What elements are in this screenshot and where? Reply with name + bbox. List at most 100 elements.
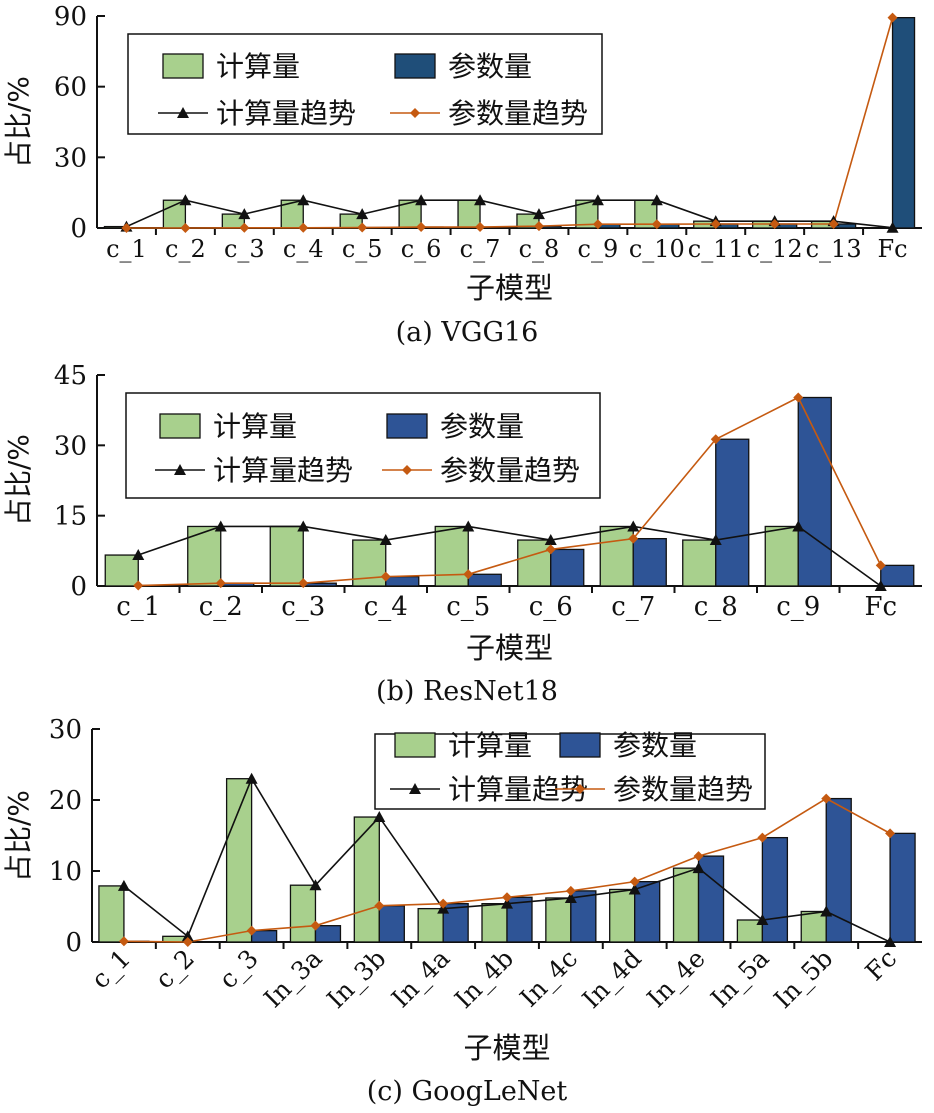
- compute-bar: [764, 525, 799, 587]
- x-tick-label: c_3: [224, 235, 265, 263]
- compute-trend-point: [309, 879, 322, 891]
- y-tick-label: 30: [54, 431, 87, 461]
- param-bar: [442, 903, 469, 943]
- param-bar: [797, 396, 832, 587]
- param-trend-point: [246, 925, 257, 936]
- x-tick-label: c_7: [611, 592, 655, 622]
- param-trend-point: [416, 222, 427, 233]
- x-axis-title: 子模型: [463, 1031, 550, 1065]
- x-tick-label: In_3b: [321, 944, 391, 1014]
- x-tick-label: c_9: [776, 592, 820, 622]
- x-tick-label: c_6: [529, 592, 573, 622]
- compute-trend-point: [474, 194, 487, 206]
- compute-bar: [672, 867, 700, 943]
- x-tick-label: c_9: [578, 235, 619, 263]
- param-bar: [506, 896, 533, 943]
- y-tick-label: 60: [54, 73, 87, 103]
- compute-trend-point: [627, 520, 640, 532]
- legend-swatch-param: [559, 732, 601, 758]
- legend-swatch-compute: [159, 413, 201, 439]
- param-trend-point: [769, 218, 780, 229]
- param-trend-line: [126, 17, 894, 229]
- legend-marker-param: [575, 784, 585, 794]
- compute-bar: [517, 539, 552, 587]
- param-bar: [697, 855, 725, 943]
- param-trend-point: [875, 560, 886, 571]
- compute-trend-point: [591, 194, 604, 206]
- compute-trend-point: [820, 905, 833, 917]
- compute-trend-point: [132, 549, 145, 561]
- x-tick-label: c_3: [281, 592, 325, 622]
- compute-trend-point: [238, 208, 251, 220]
- legend-label: 参数量: [613, 729, 697, 762]
- param-bar: [550, 548, 585, 587]
- param-bar: [302, 582, 337, 587]
- y-axis-title: 占比/%: [2, 790, 35, 882]
- compute-trend-point: [179, 194, 192, 206]
- param-trend-point: [239, 222, 250, 233]
- compute-trend-line: [137, 525, 882, 587]
- param-trend-point: [298, 578, 309, 589]
- compute-trend-point: [379, 534, 392, 546]
- param-bar: [250, 929, 278, 943]
- y-axis-title: 占比/%: [2, 434, 35, 526]
- compute-bar: [545, 897, 572, 943]
- compute-bar: [104, 554, 139, 587]
- compute-trend-point: [181, 930, 194, 942]
- param-trend-point: [298, 222, 309, 233]
- y-tick-label: 90: [54, 2, 87, 32]
- param-trend-point: [215, 578, 226, 589]
- param-trend-point: [180, 223, 191, 233]
- param-trend-point: [885, 828, 896, 839]
- x-tick-label: In_4c: [514, 944, 583, 1013]
- param-trend-point: [533, 221, 544, 232]
- y-tick-label: 0: [70, 572, 87, 602]
- y-tick-label: 0: [70, 214, 87, 244]
- legend-swatch-param: [386, 413, 428, 439]
- x-tick-label: c_10: [629, 235, 685, 263]
- compute-bar: [609, 888, 636, 943]
- compute-bar: [289, 884, 317, 943]
- x-tick-label: c_3: [213, 944, 264, 995]
- x-tick-label: In_4a: [386, 944, 456, 1014]
- compute-trend-line: [126, 199, 893, 229]
- x-tick-label: In_3a: [258, 944, 328, 1014]
- param-bar: [385, 575, 420, 587]
- y-tick-label: 30: [49, 715, 82, 745]
- param-trend-point: [182, 937, 193, 947]
- chart-caption: (b) ResNet18: [376, 676, 558, 707]
- x-axis-title: 子模型: [466, 631, 553, 665]
- compute-trend-point: [692, 862, 705, 874]
- y-tick-label: 30: [54, 143, 87, 173]
- param-bar: [825, 797, 852, 943]
- param-trend-point: [118, 936, 129, 947]
- compute-trend-point: [792, 520, 805, 532]
- param-trend-point: [821, 793, 832, 804]
- x-tick-label: c_1: [116, 592, 160, 622]
- legend-box: [125, 392, 601, 499]
- legend-marker-param: [402, 465, 412, 475]
- x-tick-label: c_11: [688, 235, 744, 263]
- param-trend-point: [565, 885, 576, 896]
- legend-label: 参数量: [448, 50, 532, 83]
- x-tick-label: c_8: [694, 592, 738, 622]
- param-trend-point: [133, 580, 144, 591]
- legend-label: 参数量趋势: [613, 773, 753, 806]
- chart-panel-1: 0 15 30 45 c_1 c_2 c_3 c_4 c_5 c_6 c_7 c_8 c_9 Fc 占比/%…: [2, 361, 922, 707]
- compute-trend-point: [886, 221, 899, 233]
- param-trend-point: [545, 544, 556, 555]
- x-axis-title: 子模型: [466, 271, 553, 305]
- compute-trend-point: [297, 194, 310, 206]
- compute-bar: [481, 903, 508, 943]
- param-trend-point: [757, 832, 768, 843]
- param-bar: [891, 16, 916, 229]
- param-bar: [314, 925, 342, 943]
- y-tick-label: 10: [49, 857, 82, 887]
- compute-trend-point: [874, 580, 887, 591]
- param-trend-point: [121, 223, 132, 233]
- compute-trend-point: [245, 772, 258, 784]
- compute-bar: [353, 816, 380, 943]
- param-bar: [378, 905, 405, 943]
